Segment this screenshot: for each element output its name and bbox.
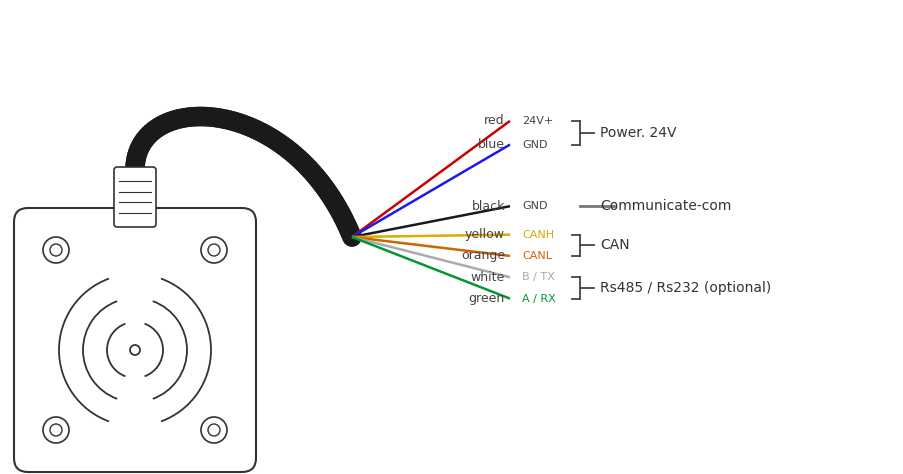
- FancyBboxPatch shape: [114, 167, 156, 227]
- Circle shape: [50, 424, 62, 436]
- Text: red: red: [484, 114, 505, 128]
- Text: Communicate-com: Communicate-com: [600, 199, 731, 213]
- FancyBboxPatch shape: [14, 208, 256, 472]
- Text: green: green: [469, 292, 505, 305]
- Text: CANL: CANL: [521, 251, 552, 261]
- Text: GND: GND: [521, 201, 547, 211]
- Text: blue: blue: [478, 138, 505, 151]
- Text: B / TX: B / TX: [521, 272, 554, 283]
- Text: CANH: CANH: [521, 229, 554, 240]
- Text: orange: orange: [461, 249, 505, 263]
- Circle shape: [130, 345, 140, 355]
- Circle shape: [43, 417, 69, 443]
- Text: white: white: [470, 271, 505, 284]
- Text: GND: GND: [521, 139, 547, 150]
- Text: Rs485 / Rs232 (optional): Rs485 / Rs232 (optional): [600, 281, 770, 295]
- Circle shape: [50, 244, 62, 256]
- Text: CAN: CAN: [600, 238, 628, 252]
- Circle shape: [208, 244, 219, 256]
- Circle shape: [200, 417, 227, 443]
- Circle shape: [43, 237, 69, 263]
- Circle shape: [200, 237, 227, 263]
- Text: black: black: [471, 200, 505, 213]
- Text: 24V+: 24V+: [521, 116, 553, 126]
- Text: Power. 24V: Power. 24V: [600, 126, 675, 140]
- Text: yellow: yellow: [464, 228, 505, 241]
- Circle shape: [208, 424, 219, 436]
- Text: A / RX: A / RX: [521, 293, 555, 304]
